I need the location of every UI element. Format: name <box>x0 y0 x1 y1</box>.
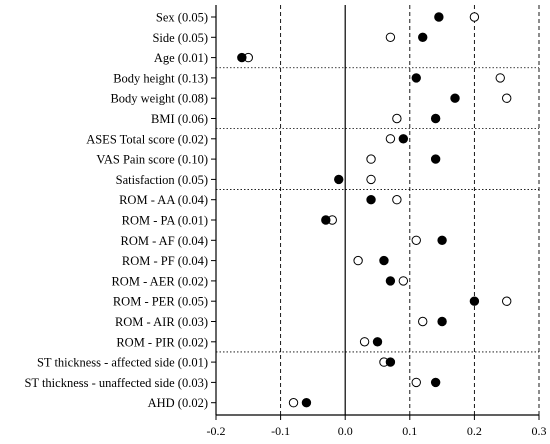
category-label: ASES Total score (0.02) <box>86 132 208 146</box>
category-label: ST thickness - affected side (0.01) <box>37 356 208 370</box>
filled-circle-point <box>430 113 441 124</box>
category-label: ROM - PER (0.05) <box>113 295 208 309</box>
open-circle-point <box>359 337 370 347</box>
open-circle-point <box>469 12 480 22</box>
category-label: ROM - PIR (0.02) <box>116 335 208 349</box>
open-circle-point <box>502 93 512 103</box>
grid-layer <box>216 5 540 415</box>
filled-circle-point <box>334 174 344 185</box>
category-label: ROM - AIR (0.03) <box>115 315 208 329</box>
category-label: ROM - AF (0.04) <box>120 234 208 248</box>
category-label: VAS Pain score (0.10) <box>96 153 208 167</box>
category-label: Age (0.01) <box>154 51 208 65</box>
open-circle-point <box>392 195 402 205</box>
category-label: BMI (0.06) <box>151 112 208 126</box>
x-tick-label: -0.2 <box>207 424 226 438</box>
filled-circle-point <box>372 337 383 347</box>
filled-circle-point <box>379 255 389 266</box>
open-circle-point <box>392 113 402 124</box>
category-label: ROM - PF (0.04) <box>122 254 208 268</box>
axis-layer: -0.2 -0.1 0.0 0.1 0.2 0.3 <box>207 5 547 438</box>
open-circle-point <box>385 134 396 144</box>
open-circle-point <box>411 235 421 246</box>
filled-circle-point <box>385 357 396 367</box>
open-circle-point <box>411 377 421 388</box>
filled-circle-point <box>321 215 331 225</box>
category-label: Sex (0.05) <box>156 11 208 25</box>
open-circle-point <box>288 398 299 408</box>
category-label: Side (0.05) <box>152 31 208 45</box>
category-label: ROM - AER (0.02) <box>111 274 208 288</box>
x-tick-label: 0.3 <box>532 424 547 438</box>
filled-circle-point <box>450 93 460 103</box>
open-circle-point <box>502 296 512 306</box>
filled-circle-point <box>366 195 376 205</box>
x-tick-label: 0.2 <box>467 424 482 438</box>
filled-circle-point <box>418 32 428 42</box>
filled-circle-point <box>398 134 409 144</box>
open-circle-point <box>366 154 376 164</box>
filled-circle-point <box>430 377 441 388</box>
filled-circle-point <box>437 316 447 327</box>
x-tick-label: 0.0 <box>338 424 353 438</box>
category-label: Satisfaction (0.05) <box>116 173 208 187</box>
open-circle-point <box>366 174 376 185</box>
filled-circle-point <box>469 296 480 306</box>
category-label: Body height (0.13) <box>113 71 208 85</box>
filled-circle-point <box>434 12 444 22</box>
filled-circle-point <box>411 73 421 83</box>
data-points <box>237 12 512 408</box>
category-label: ROM - AA (0.04) <box>119 193 208 207</box>
category-labels: Sex (0.05) Side (0.05) Age (0.01) Body heig… <box>24 11 208 411</box>
category-label: AHD (0.02) <box>148 396 208 410</box>
open-circle-point <box>495 73 505 83</box>
filled-circle-point <box>385 276 396 286</box>
open-circle-point <box>418 316 428 327</box>
x-tick-label: -0.1 <box>271 424 290 438</box>
filled-circle-point <box>437 235 447 246</box>
category-label: ST thickness - unaffected side (0.03) <box>24 376 208 390</box>
filled-circle-point <box>430 154 441 164</box>
filled-circle-point <box>301 398 312 408</box>
category-label: Body weight (0.08) <box>110 92 208 106</box>
category-label: ROM - PA (0.01) <box>122 214 208 228</box>
open-circle-point <box>353 255 363 266</box>
open-circle-point <box>398 276 409 286</box>
open-circle-point <box>385 32 396 42</box>
filled-circle-point <box>237 52 247 63</box>
x-tick-label: 0.1 <box>402 424 417 438</box>
